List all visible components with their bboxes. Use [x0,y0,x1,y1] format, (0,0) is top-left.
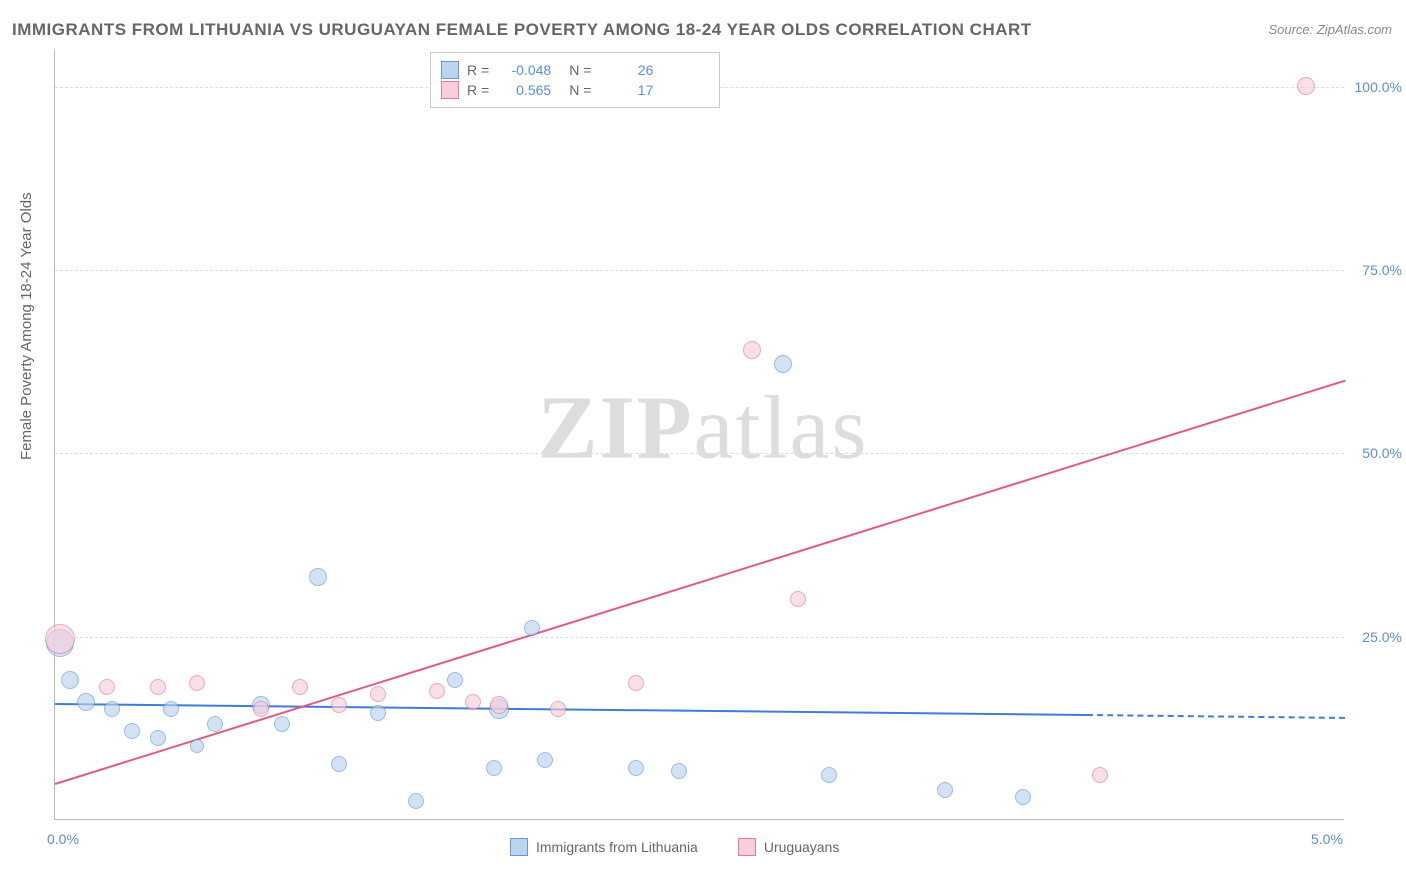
data-point [486,760,502,776]
data-point [821,767,837,783]
legend-n-label: N = [569,62,591,78]
legend-n-label-2: N = [569,82,591,98]
legend-series: Immigrants from Lithuania Uruguayans [510,838,839,856]
data-point [490,696,508,714]
y-tick-label: 75.0% [1362,262,1402,278]
legend-r-label-2: R = [467,82,489,98]
data-point [331,756,347,772]
data-point [150,679,166,695]
legend-row-lithuania: R = -0.048 N = 26 [441,61,709,79]
y-tick-label: 50.0% [1362,445,1402,461]
data-point [45,624,75,654]
data-point [550,701,566,717]
gridline [55,270,1344,271]
y-tick-label: 100.0% [1355,79,1402,95]
swatch-lithuania [441,61,459,79]
data-point [537,752,553,768]
trend-line [55,380,1346,785]
data-point [77,693,95,711]
data-point [743,341,761,359]
legend-correlation: R = -0.048 N = 26 R = 0.565 N = 17 [430,52,720,108]
data-point [274,716,290,732]
data-point [163,701,179,717]
source-label: Source: ZipAtlas.com [1268,22,1392,37]
data-point [309,568,327,586]
legend-item-lithuania: Immigrants from Lithuania [510,838,698,856]
data-point [370,686,386,702]
data-point [61,671,79,689]
swatch-lithuania-bottom [510,838,528,856]
data-point [790,591,806,607]
x-tick-label: 5.0% [1311,831,1343,847]
plot-area: 25.0%50.0%75.0%100.0%0.0%5.0% [54,50,1344,820]
legend-label-lithuania: Immigrants from Lithuania [536,839,698,855]
data-point [124,723,140,739]
data-point [1297,77,1315,95]
data-point [253,701,269,717]
data-point [937,782,953,798]
y-axis-title: Female Poverty Among 18-24 Year Olds [18,192,35,460]
data-point [671,763,687,779]
data-point [628,675,644,691]
data-point [207,716,223,732]
swatch-uruguay [441,81,459,99]
data-point [429,683,445,699]
data-point [408,793,424,809]
gridline [55,453,1344,454]
data-point [189,675,205,691]
legend-item-uruguay: Uruguayans [738,838,840,856]
data-point [150,730,166,746]
data-point [774,355,792,373]
data-point [190,739,204,753]
trend-line [1087,714,1345,719]
data-point [628,760,644,776]
x-tick-label: 0.0% [47,831,79,847]
data-point [331,697,347,713]
legend-n-uruguay: 17 [599,82,653,98]
data-point [465,694,481,710]
data-point [104,701,120,717]
gridline [55,637,1344,638]
legend-n-lithuania: 26 [599,62,653,78]
trend-line [55,703,1087,716]
legend-r-lithuania: -0.048 [497,62,551,78]
legend-r-uruguay: 0.565 [497,82,551,98]
chart-title: IMMIGRANTS FROM LITHUANIA VS URUGUAYAN F… [12,20,1032,40]
data-point [99,679,115,695]
legend-row-uruguay: R = 0.565 N = 17 [441,81,709,99]
y-tick-label: 25.0% [1362,629,1402,645]
data-point [292,679,308,695]
data-point [1015,789,1031,805]
data-point [1092,767,1108,783]
legend-r-label: R = [467,62,489,78]
data-point [370,705,386,721]
data-point [447,672,463,688]
swatch-uruguay-bottom [738,838,756,856]
legend-label-uruguay: Uruguayans [764,839,840,855]
data-point [524,620,540,636]
